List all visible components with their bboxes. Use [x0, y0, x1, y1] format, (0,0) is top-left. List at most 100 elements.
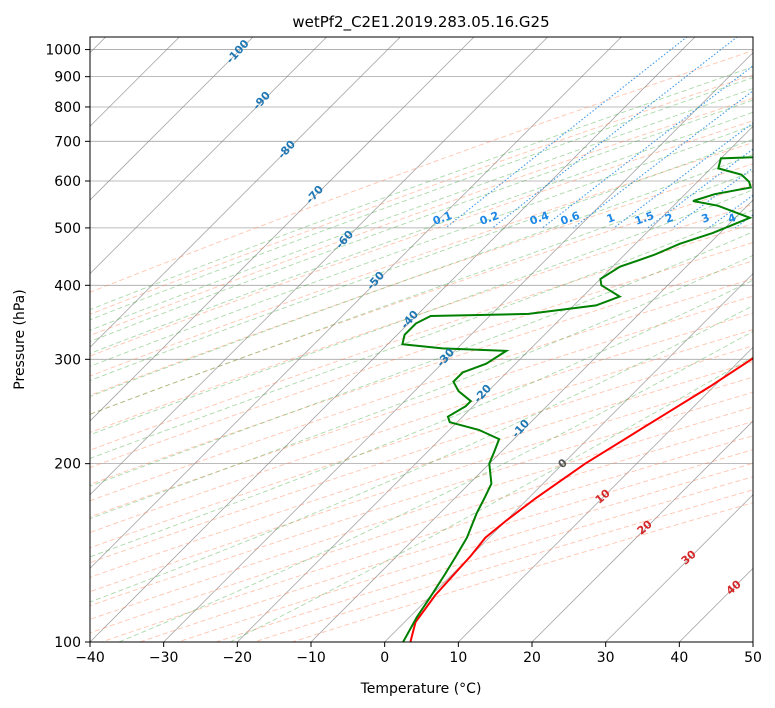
x-tick-label: −30 — [149, 650, 179, 666]
x-axis-label: Temperature (°C) — [360, 681, 482, 697]
dry-adiabat-line — [90, 74, 753, 315]
moist-adiabat-label: 20 — [635, 517, 655, 537]
moist-adiabat-line — [90, 88, 753, 331]
temperature-profile-line — [409, 357, 753, 642]
moist-adiabat-line — [90, 111, 753, 354]
mixing-ratio-label: 0.1 — [431, 209, 454, 228]
x-tick-label: −10 — [296, 650, 326, 666]
isotherm-line — [90, 37, 475, 422]
dry-adiabat-line — [90, 241, 753, 469]
y-tick-label: 200 — [54, 457, 81, 473]
isotherm-line — [310, 199, 753, 642]
dry-adiabat-line — [90, 50, 753, 293]
plot-frame — [89, 36, 754, 643]
dry-adiabat-line — [90, 203, 753, 433]
dry-adiabat-label: -20 — [471, 382, 494, 406]
isotherm-line — [163, 52, 753, 642]
x-tick-label: 20 — [523, 650, 541, 666]
mixing-ratio-label: 6 — [765, 211, 775, 226]
moist-adiabat-label: 10 — [593, 486, 613, 506]
dry-adiabat-line — [90, 97, 753, 337]
dry-adiabat-line — [90, 345, 753, 564]
dry-adiabat-line — [90, 278, 753, 502]
isotherm-line — [457, 346, 753, 642]
isotherm-line — [678, 567, 753, 642]
x-tick-label: 10 — [449, 650, 467, 666]
dewpoint-profile-line — [401, 156, 753, 642]
axes: −40 −30 −20 −10 0 10 20 30 40 50 100 200 300 400 500 60… — [45, 43, 762, 666]
mixing-ratio-line — [613, 122, 753, 229]
moist-adiabat-line — [90, 254, 753, 520]
mixing-ratio-line — [492, 37, 738, 229]
moist-adiabat-line — [90, 209, 753, 459]
mixing-ratio-line — [647, 148, 753, 229]
mixing-ratio-line — [572, 90, 753, 229]
dry-adiabat-line — [90, 163, 753, 396]
series-lines — [401, 156, 753, 642]
y-tick-label: 300 — [54, 352, 81, 368]
dry-adiabat-line — [90, 406, 753, 620]
dry-adiabat-line — [90, 223, 753, 451]
x-tick-label: 50 — [744, 650, 762, 666]
mixing-ratio-label: 3 — [700, 211, 712, 226]
mixing-ratio-label: 0.4 — [528, 209, 551, 228]
mixing-ratio-label: 0.6 — [559, 209, 582, 228]
dry-adiabat-line — [90, 120, 753, 357]
moist-adiabat-line — [90, 154, 753, 397]
y-tick-label: 600 — [54, 174, 81, 190]
dry-adiabat-line — [90, 260, 753, 485]
mixing-ratio-label: 1 — [605, 211, 617, 226]
mixing-ratio-line — [445, 37, 688, 229]
dry-adiabat-line — [90, 421, 753, 634]
x-tick-label: −20 — [223, 650, 253, 666]
y-tick-label: 900 — [54, 70, 81, 86]
y-axis-label: Pressure (hPa) — [12, 289, 28, 389]
isotherm-line — [90, 37, 180, 127]
isotherm-line — [90, 37, 696, 642]
isotherm-line — [90, 37, 254, 201]
y-tick-label: 500 — [54, 221, 81, 237]
moist-adiabat-line — [117, 330, 753, 642]
isotherm-line — [236, 125, 753, 642]
y-tick-label: 100 — [54, 635, 81, 651]
mixing-ratio-label: 0.2 — [478, 209, 501, 228]
x-tick-label: 40 — [670, 650, 688, 666]
y-tick-label: 400 — [54, 278, 81, 294]
line-labels: -100-90-80-70-60-50-40-30-20-10010203040… — [224, 37, 775, 598]
y-tick-label: 1000 — [45, 43, 81, 59]
mixing-ratio-line — [542, 65, 753, 229]
isotherm-line — [90, 37, 549, 496]
moist-adiabat-line — [90, 124, 753, 367]
x-tick-label: 0 — [380, 650, 389, 666]
moist-adiabat-label: 30 — [679, 547, 699, 567]
mixing-ratio-label: 4 — [726, 211, 738, 226]
dry-adiabat-label: -100 — [224, 37, 252, 66]
dry-adiabat-label: -90 — [250, 89, 273, 113]
mixing-ratio-label: 1.5 — [633, 209, 656, 228]
x-tick-label: 30 — [597, 650, 615, 666]
mixing-ratio-line — [672, 167, 753, 229]
isotherm-line — [90, 37, 622, 569]
moist-adiabat-line — [90, 66, 753, 311]
isotherm-line — [90, 37, 401, 348]
x-tick-label: −40 — [75, 650, 105, 666]
moist-adiabat-line — [90, 189, 753, 436]
dry-adiabat-line — [90, 376, 753, 593]
dry-adiabat-line — [90, 361, 753, 578]
dry-adiabat-line — [90, 312, 753, 533]
dry-adiabat-label: -50 — [364, 269, 387, 293]
isotherm-line — [531, 420, 753, 642]
dry-adiabat-line — [90, 142, 753, 377]
moist-adiabat-line — [90, 170, 753, 415]
mixing-ratio-label: 2 — [663, 211, 675, 226]
background-lines — [90, 37, 753, 642]
dry-adiabat-line — [90, 391, 753, 607]
y-tick-label: 700 — [54, 134, 81, 150]
moist-adiabat-line — [90, 76, 753, 321]
isotherm-line — [90, 37, 328, 275]
dry-adiabat-line — [90, 183, 753, 415]
dry-adiabat-line — [90, 295, 753, 518]
moist-adiabat-line — [90, 279, 753, 558]
chart-title: wetPf2_C2E1.2019.283.05.16.G25 — [292, 13, 549, 32]
